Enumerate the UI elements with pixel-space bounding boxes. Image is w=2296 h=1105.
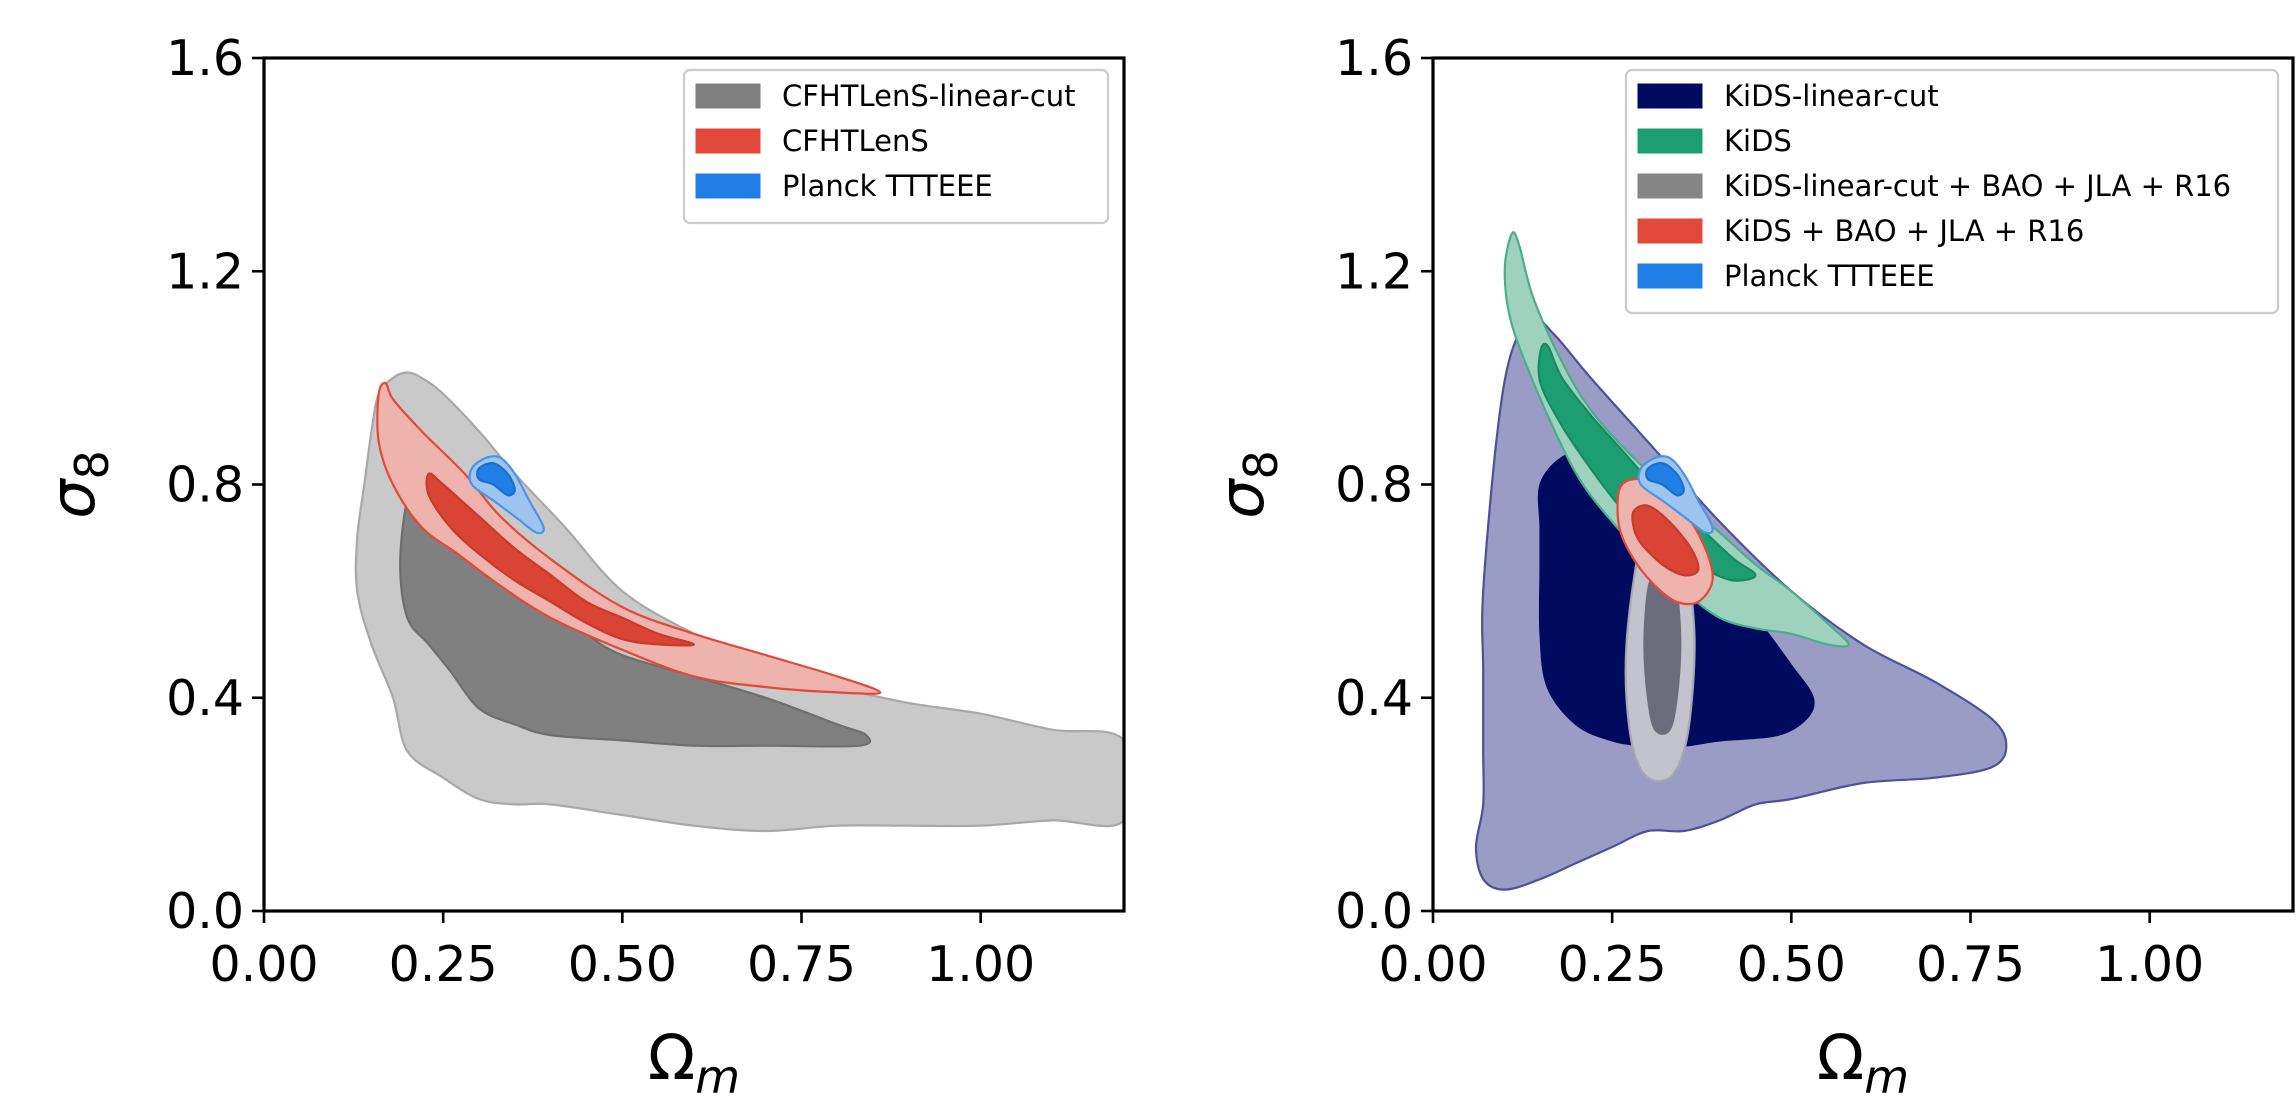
x-tick-label: 0.25 — [389, 936, 498, 993]
y-tick-label: 0.0 — [1335, 883, 1413, 940]
legend-label-kids-linear-cut-bao-jla-r16: KiDS-linear-cut + BAO + JLA + R16 — [1724, 169, 2231, 203]
left-panel: 0.00 0.25 0.50 0.75 1.00 0.0 0.4 0.8 1.2 1.6 Ωm σ8 C… — [36, 30, 1126, 1104]
x-axis-label: Ωm — [1817, 1021, 1909, 1100]
y-tick-label: 1.6 — [1335, 30, 1413, 87]
legend-box — [682, 68, 1110, 225]
contour-kids-68 — [1537, 342, 1757, 582]
x-axis-label: Ωm — [648, 1021, 740, 1100]
x-tick-label: 0.75 — [1916, 936, 2025, 993]
x-tick-label: 0.00 — [1378, 936, 1487, 993]
legend-swatch-planck-ttteee — [695, 173, 761, 199]
legend-swatch-cfhtlens — [695, 128, 761, 154]
x-tick-label: 0.50 — [1737, 936, 1846, 993]
x-tick-label: 0.50 — [568, 936, 677, 993]
contours-1 — [1474, 231, 2008, 891]
legend-box — [1624, 68, 2280, 315]
y-tick-label: 0.4 — [166, 670, 244, 727]
legend-label-planck-ttteee: Planck TTTEEE — [782, 169, 993, 203]
legend-swatch-kids — [1637, 128, 1703, 154]
x-tick-label: 0.75 — [747, 936, 856, 993]
y-axis-label-main: σ — [36, 478, 109, 519]
legend-swatch-kids-linear-cut — [1637, 83, 1703, 109]
x-axis-label-sub: m — [695, 1050, 740, 1100]
y-axis-label-sub: 8 — [65, 450, 119, 479]
legend-swatch-planck-ttteee — [1637, 263, 1703, 289]
x-tick-label: 0.00 — [209, 936, 318, 993]
y-axis-label-sub: 8 — [1234, 450, 1288, 479]
contour-cfhtlens-68 — [425, 472, 696, 647]
y-tick-label: 0.4 — [1335, 670, 1413, 727]
legend: KiDS-linear-cut KiDS KiDS-linear-cut + BAO… — [1624, 68, 2280, 315]
legend-label-cfhtlens: CFHTLenS — [782, 124, 929, 158]
x-tick-label: 0.25 — [1558, 936, 1667, 993]
legend-swatch-kids-bao-jla-r16 — [1637, 218, 1703, 244]
y-tick-label: 0.0 — [166, 883, 244, 940]
x-tick-label: 1.00 — [2095, 936, 2204, 993]
y-axis-label: σ8 — [36, 450, 119, 519]
y-tick-label: 0.8 — [166, 457, 244, 514]
right-panel: 0.00 0.25 0.50 0.75 1.00 0.0 0.4 0.8 1.2 1.6 Ωm σ8 K… — [1205, 30, 2295, 1104]
y-axis-label: σ8 — [1205, 450, 1288, 519]
contour-planck-ttteee-68 — [476, 461, 516, 497]
contour-kids-bao-jla-r16-68 — [1631, 504, 1700, 577]
y-tick-label: 1.2 — [1335, 243, 1413, 300]
y-tick-label: 0.8 — [1335, 457, 1413, 514]
y-axis-label-main: σ — [1205, 478, 1278, 519]
legend-label-kids-bao-jla-r16: KiDS + BAO + JLA + R16 — [1724, 214, 2084, 248]
legend: CFHTLenS-linear-cut CFHTLenS Planck TTTEEE — [682, 68, 1110, 225]
x-tick-label: 1.00 — [926, 936, 1035, 993]
contours-0 — [354, 371, 1124, 833]
legend-label-kids: KiDS — [1724, 124, 1792, 158]
x-axis-label-sub: m — [1864, 1050, 1909, 1100]
legend-label-planck-ttteee: Planck TTTEEE — [1724, 259, 1935, 293]
legend-swatch-kids-linear-cut-bao-jla-r16 — [1637, 173, 1703, 199]
legend-label-kids-linear-cut: KiDS-linear-cut — [1724, 79, 1939, 113]
y-tick-label: 1.6 — [166, 30, 244, 87]
contour-planck-ttteee-68 — [1645, 461, 1685, 497]
y-tick-label: 1.2 — [166, 243, 244, 300]
legend-swatch-cfhtlens-linear-cut — [695, 83, 761, 109]
legend-label-cfhtlens-linear-cut: CFHTLenS-linear-cut — [782, 79, 1076, 113]
